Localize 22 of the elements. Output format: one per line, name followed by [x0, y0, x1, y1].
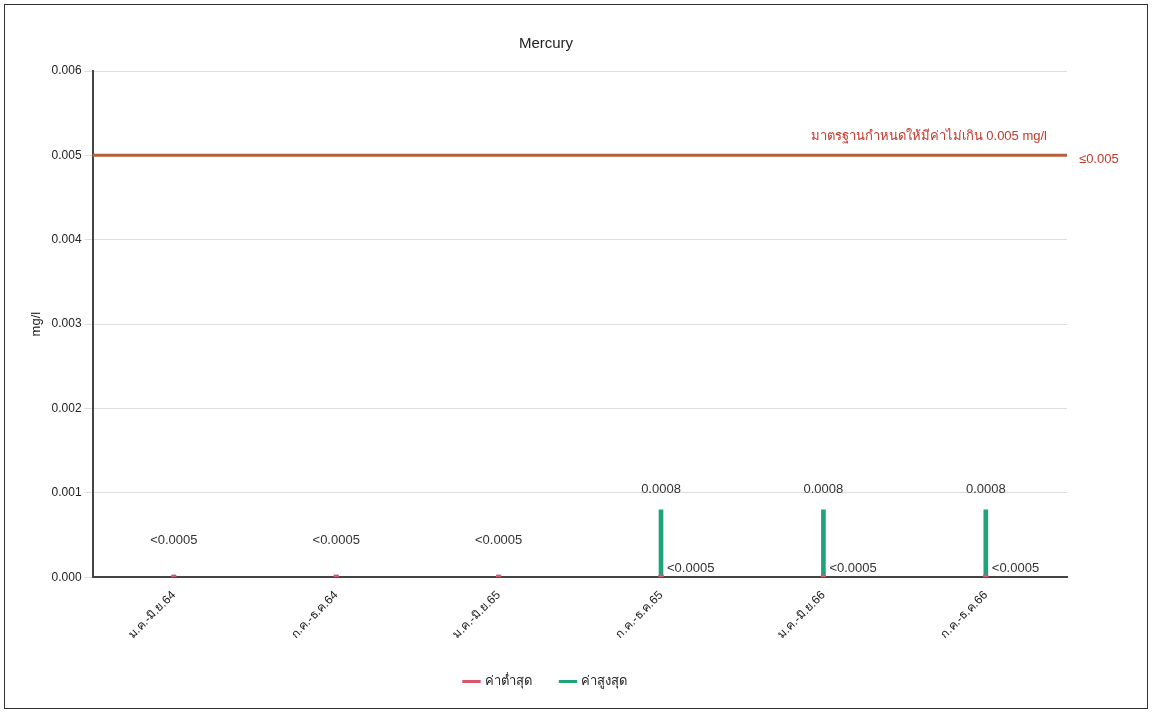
y-tick-label: 0.000 — [51, 569, 82, 584]
legend-label: ค่าสูงสุด — [581, 673, 627, 690]
text: ≤0.005 — [1079, 150, 1119, 166]
data-label: 0.0008 — [641, 480, 681, 496]
y-axis-title: mg/l — [28, 311, 44, 337]
data-label: 0.0008 — [803, 480, 844, 496]
data-label: <0.0005 — [667, 560, 715, 576]
y-tick-label: 0.004 — [51, 232, 82, 247]
data-label: <0.0005 — [829, 560, 877, 576]
y-tick-label: 0.006 — [51, 63, 82, 78]
y-tick-label: 0.003 — [51, 316, 82, 331]
ref-line-label: มาตรฐานกำหนดให้มีค่าไม่เกิน 0.005 mg/l — [810, 128, 1048, 145]
y-tick-label: 0.002 — [51, 400, 82, 415]
data-label: 0.0008 — [965, 480, 1006, 496]
legend-label: ค่าต่ำสุด — [484, 672, 532, 690]
data-label: <0.0005 — [150, 532, 198, 548]
chart-title: Mercury — [518, 34, 574, 52]
y-tick-label: 0.005 — [51, 147, 82, 162]
y-tick-label: 0.001 — [51, 485, 82, 500]
data-label: <0.0005 — [991, 560, 1040, 576]
data-label: <0.0005 — [312, 532, 360, 548]
data-label: <0.0005 — [474, 532, 523, 548]
